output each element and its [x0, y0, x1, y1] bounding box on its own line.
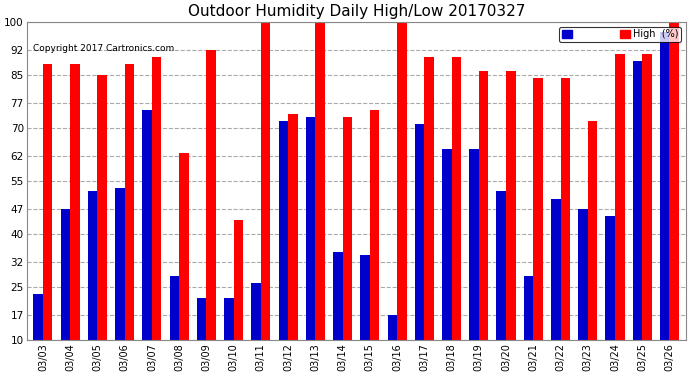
Bar	[125, 64, 134, 340]
Bar	[633, 61, 642, 340]
Title: Outdoor Humidity Daily High/Low 20170327: Outdoor Humidity Daily High/Low 20170327	[188, 4, 525, 19]
Bar	[33, 294, 43, 340]
Bar	[588, 121, 598, 340]
Bar	[578, 209, 588, 340]
Bar	[179, 153, 188, 340]
Bar	[224, 298, 234, 340]
Bar	[288, 114, 297, 340]
Bar	[370, 110, 380, 340]
Bar	[43, 64, 52, 340]
Bar	[306, 117, 315, 340]
Bar	[152, 57, 161, 340]
Bar	[615, 54, 624, 340]
Bar	[234, 220, 243, 340]
Bar	[642, 54, 652, 340]
Legend: Low  (%), High  (%): Low (%), High (%)	[559, 27, 681, 42]
Bar	[669, 22, 679, 340]
Text: Copyright 2017 Cartronics.com: Copyright 2017 Cartronics.com	[33, 44, 175, 53]
Bar	[88, 192, 97, 340]
Bar	[333, 252, 342, 340]
Bar	[451, 57, 461, 340]
Bar	[197, 298, 206, 340]
Bar	[70, 64, 79, 340]
Bar	[497, 192, 506, 340]
Bar	[424, 57, 434, 340]
Bar	[479, 71, 489, 340]
Bar	[61, 209, 70, 340]
Bar	[251, 284, 261, 340]
Bar	[397, 22, 406, 340]
Bar	[261, 22, 270, 340]
Bar	[469, 149, 479, 340]
Bar	[115, 188, 125, 340]
Bar	[442, 149, 451, 340]
Bar	[170, 276, 179, 340]
Bar	[533, 78, 543, 340]
Bar	[660, 32, 669, 340]
Bar	[415, 124, 424, 340]
Bar	[388, 315, 397, 340]
Bar	[605, 216, 615, 340]
Bar	[97, 75, 107, 340]
Bar	[506, 71, 515, 340]
Bar	[206, 50, 216, 340]
Bar	[279, 121, 288, 340]
Bar	[315, 22, 325, 340]
Bar	[360, 255, 370, 340]
Bar	[560, 78, 570, 340]
Bar	[142, 110, 152, 340]
Bar	[551, 199, 560, 340]
Bar	[342, 117, 352, 340]
Bar	[524, 276, 533, 340]
